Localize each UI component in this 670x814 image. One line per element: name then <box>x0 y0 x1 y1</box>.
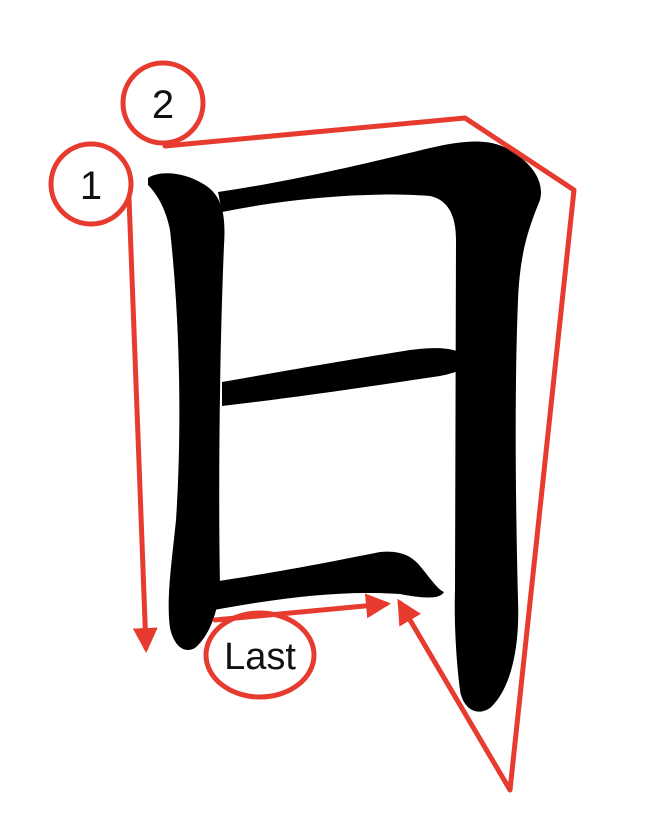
stroke-top-and-right <box>218 141 541 712</box>
stroke-middle-horizontal <box>222 348 467 406</box>
character-ri <box>148 141 541 712</box>
label-circle-1 <box>48 141 134 227</box>
step-label-1: 1 <box>80 164 102 208</box>
stroke-bottom-horizontal <box>212 551 444 610</box>
step-label-2: 2 <box>152 83 174 127</box>
label-circle-2 <box>120 60 206 146</box>
stroke-left-vertical <box>148 173 225 650</box>
step-label-last: Last <box>224 636 296 678</box>
arrow-stroke-1 <box>126 195 158 653</box>
annotations <box>48 60 577 793</box>
label-circle-last <box>203 610 317 700</box>
arrow-stroke-2 <box>162 115 577 793</box>
